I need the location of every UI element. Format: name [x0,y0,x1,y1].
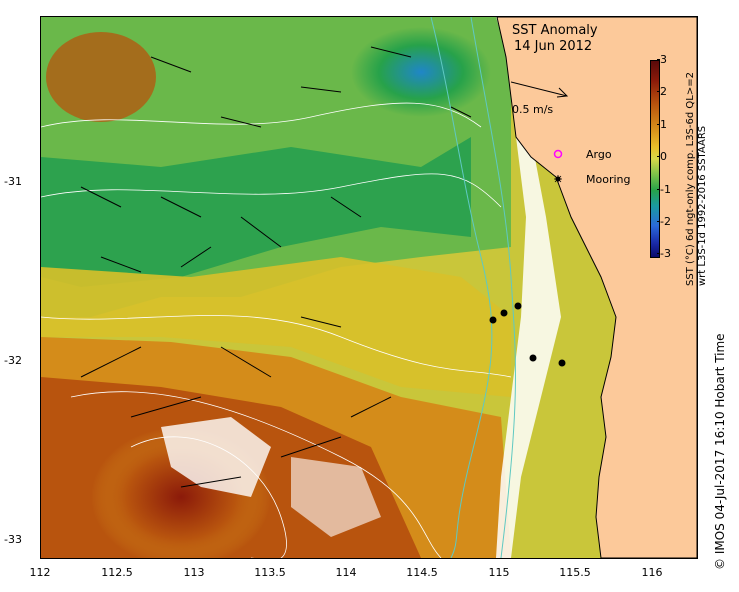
x-tick: 113 [183,566,205,579]
sst-map-canvas [41,17,697,558]
map-title: SST Anomaly [512,23,598,38]
isobath-line [430,17,493,558]
current-vectors [80,46,472,488]
transition-band [41,257,511,397]
colorbar-label-line2: wrt L3S-1d 1992-2016 SSTAARS [697,125,708,286]
land-mass [496,17,697,558]
x-tick: 114.5 [406,566,438,579]
cool-core [41,137,471,287]
warm-patch-nw [46,32,156,122]
contour-line [41,173,502,208]
legend-argo-label: Argo [586,148,612,161]
y-tick: -31 [4,175,22,188]
x-tick: 112.5 [101,566,133,579]
colorbar-label: SST (°C) 6d ngt-only comp. L3S-6d QL>=2 … [685,56,708,286]
colorbar-tick: 1 [657,118,667,131]
colorbar-label-line1: SST (°C) 6d ngt-only comp. L3S-6d QL>=2 [685,72,696,286]
mooring-marker [558,359,566,367]
y-tick: -33 [4,533,22,546]
colorbar-tick: 2 [657,85,667,98]
colorbar-tick: -2 [657,215,671,228]
map-title-block: SST Anomaly 14 Jun 2012 [512,23,598,55]
colorbar-tick: -3 [657,247,671,260]
colorbar-tick: 0 [657,150,667,163]
contour-line [130,436,287,558]
legend-mooring-label: Mooring [586,173,631,186]
credit-text-block: © IMOS 04-Jul-2017 16:10 Hobart Time [713,290,733,570]
y-tick: -32 [4,354,22,367]
x-tick: 113.5 [254,566,286,579]
x-tick: 112 [29,566,51,579]
scale-arrow-icon [511,81,569,98]
colorbar [650,60,660,258]
argo-marker-icon [553,149,563,159]
colorbar-tick: 3 [657,53,667,66]
mooring-marker [489,316,497,324]
nearshore-cloud [496,17,561,558]
scale-label: 0.5 m/s [512,103,554,116]
x-tick: 116 [641,566,663,579]
sst-map [40,16,698,559]
credit-text: © IMOS 04-Jul-2017 16:10 Hobart Time [713,333,727,570]
map-date: 14 Jun 2012 [514,39,593,54]
mooring-marker [514,302,522,310]
isobath-line [470,17,516,558]
cloud-patch-sw [161,417,271,497]
cloud-patch-s [291,457,381,537]
cold-eddy [351,27,491,117]
colorbar-tick: -1 [657,183,671,196]
mooring-marker [500,309,508,317]
x-tick: 115 [488,566,510,579]
x-tick: 114 [335,566,357,579]
contour-line [70,391,442,558]
mooring-marker [529,354,537,362]
x-tick: 115.5 [559,566,591,579]
contour-line [41,315,512,378]
mooring-markers [489,302,566,367]
mooring-marker-icon [554,175,562,183]
contour-line [41,102,482,128]
